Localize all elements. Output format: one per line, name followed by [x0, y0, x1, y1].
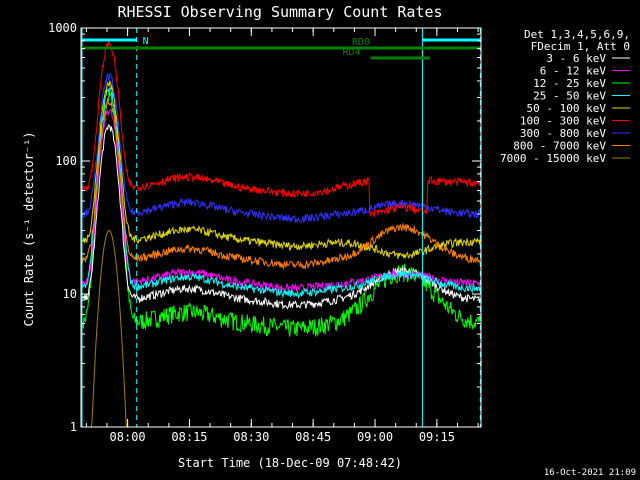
chart-title: RHESSI Observing Summary Count Rates [117, 3, 442, 21]
flag-bar-label: RD0 [352, 37, 370, 48]
series-line-25-50-kev [80, 87, 481, 300]
x-tick-label: 09:15 [419, 430, 455, 444]
series-line-100-300-kev [80, 41, 481, 218]
plot-frame [80, 27, 482, 428]
series-line-6-12-kev [80, 108, 481, 293]
legend-entry-label: 100 - 300 keV [520, 115, 606, 128]
x-tick-label: 08:00 [110, 430, 146, 444]
x-tick-label: 08:30 [233, 430, 269, 444]
y-tick-label: 1000 [48, 21, 77, 35]
flag-bar-label: N [143, 36, 149, 47]
marker-layer [81, 28, 481, 427]
y-axis-ticks: 1 10 100 1000 [48, 21, 481, 434]
legend-entry-label: 3 - 6 keV [546, 52, 606, 65]
series-line-50-100-kev [80, 79, 481, 259]
legend-entry-label: 25 - 50 keV [533, 90, 606, 103]
flag-bar-label: RD4 [342, 47, 360, 58]
x-tick-label: 09:00 [357, 430, 393, 444]
legend-header-1: Det 1,3,4,5,6,9, [524, 28, 630, 41]
x-tick-label: 08:45 [295, 430, 331, 444]
x-axis-ticks: 08:00 08:15 08:30 08:45 09:00 09:15 [85, 28, 479, 444]
x-axis-label: Start Time (18-Dec-09 07:48:42) [178, 456, 402, 470]
generation-timestamp: 16-Oct-2021 21:09 [544, 468, 636, 478]
legend-entry-label: 800 - 7000 keV [513, 140, 606, 153]
legend-entry-label: 300 - 800 keV [520, 127, 606, 140]
legend-entry-label: 7000 - 15000 keV [500, 152, 606, 165]
legend-entry-label: 12 - 25 keV [533, 77, 606, 90]
y-tick-label: 10 [63, 287, 77, 301]
series-line-12-25-kev [80, 88, 481, 337]
legend-header-2: FDecim 1, Att 0 [531, 40, 630, 53]
y-axis-label: Count Rate (s⁻¹ detector⁻¹) [22, 131, 36, 326]
series-line-300-800-kev [80, 73, 481, 224]
legend-entry-label: 6 - 12 keV [540, 65, 607, 78]
series-layer [80, 41, 481, 428]
series-line-800-7000-kev [80, 99, 481, 271]
y-tick-label: 1 [70, 420, 77, 434]
legend: Det 1,3,4,5,6,9, FDecim 1, Att 0 3 - 6 k… [500, 28, 630, 165]
legend-entry-label: 50 - 100 keV [527, 102, 607, 115]
series-line-3-6-kev [80, 124, 481, 310]
y-tick-label: 100 [55, 154, 77, 168]
x-tick-label: 08:15 [171, 430, 207, 444]
